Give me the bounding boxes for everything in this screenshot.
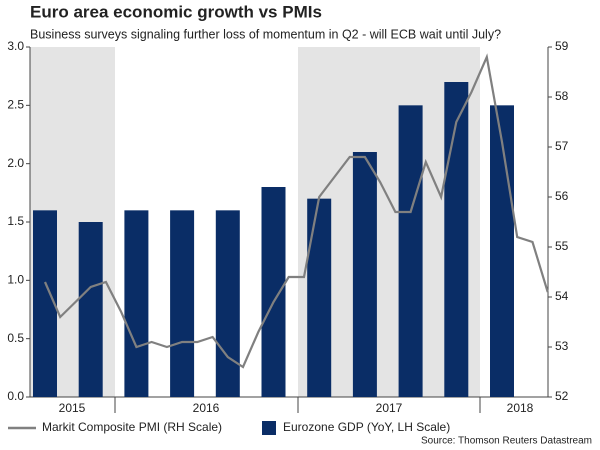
- bar: [398, 105, 423, 397]
- y2-tick-label: 54: [555, 289, 569, 303]
- y2-tick-label: 58: [555, 89, 569, 103]
- chart-subtitle: Business surveys signaling further loss …: [30, 27, 501, 41]
- bar: [33, 210, 57, 397]
- y2-tick-label: 53: [555, 339, 569, 353]
- y2-tick-label: 57: [555, 139, 569, 153]
- y-tick-label: 0.5: [7, 331, 24, 345]
- bar: [352, 152, 377, 397]
- y-tick-label: 1.0: [7, 273, 24, 287]
- x-tick-label: 2016: [193, 401, 220, 415]
- y-tick-label: 2.5: [7, 98, 24, 112]
- y-tick-label: 1.5: [7, 214, 24, 228]
- y2-tick-label: 59: [555, 39, 569, 53]
- pmi-line: [43, 53, 549, 369]
- legend-label: Markit Composite PMI (RH Scale): [42, 420, 222, 434]
- legend-swatch: [262, 421, 276, 435]
- y-tick-label: 0.0: [7, 389, 24, 403]
- bar: [170, 210, 195, 397]
- bar: [490, 105, 514, 397]
- bar: [215, 210, 240, 397]
- legend-label: Eurozone GDP (YoY, LH Scale): [283, 420, 450, 434]
- y2-tick-label: 56: [555, 189, 569, 203]
- y-tick-label: 3.0: [7, 39, 24, 53]
- y2-tick-label: 52: [555, 389, 569, 403]
- x-tick-label: 2015: [59, 401, 86, 415]
- bar: [307, 198, 332, 397]
- y2-tick-label: 55: [555, 239, 569, 253]
- chart-title: Euro area economic growth vs PMIs: [30, 2, 322, 21]
- bar: [78, 222, 103, 397]
- x-tick-label: 2017: [376, 401, 403, 415]
- bar: [124, 210, 149, 397]
- source: Source: Thomson Reuters Datastream: [421, 436, 592, 447]
- y-tick-label: 2.0: [7, 156, 24, 170]
- x-tick-label: 2018: [507, 401, 534, 415]
- bar: [261, 187, 286, 397]
- bar: [444, 82, 469, 397]
